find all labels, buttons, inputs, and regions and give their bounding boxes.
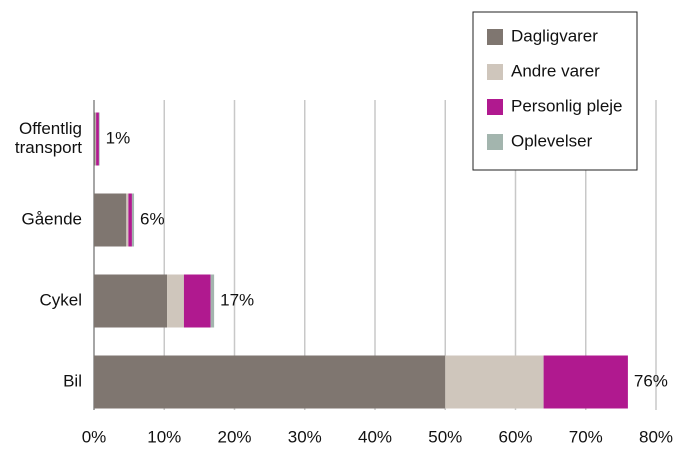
- legend: Dagligvarer Andre varer Personlig pleje Opl…: [472, 11, 638, 171]
- bar-segment: [126, 193, 129, 247]
- total-label: 76%: [634, 371, 668, 390]
- bar-segment: [94, 355, 446, 409]
- bar-segment: [128, 193, 132, 247]
- bar-segment: [96, 112, 99, 166]
- legend-swatch: [487, 99, 503, 115]
- bar-segment: [543, 355, 628, 409]
- x-tick-label: 0%: [82, 427, 107, 446]
- y-tick-label: Cykel: [39, 290, 82, 309]
- x-tick-label: 50%: [428, 427, 462, 446]
- legend-swatch: [487, 134, 503, 150]
- y-tick-label: Gående: [22, 209, 83, 228]
- y-tick-label: Bil: [63, 371, 82, 390]
- bar-segment: [210, 274, 215, 328]
- legend-label: Oplevelser: [511, 131, 593, 150]
- bar-segment: [98, 112, 100, 166]
- x-tick-label: 20%: [217, 427, 251, 446]
- bar-segment: [95, 112, 97, 166]
- total-label: 17%: [220, 290, 254, 309]
- bar-segment: [131, 193, 135, 247]
- x-tick-label: 60%: [498, 427, 532, 446]
- bar-segment: [445, 355, 544, 409]
- legend-label: Dagligvarer: [511, 26, 598, 45]
- total-label: 1%: [106, 128, 131, 147]
- bar-segment: [183, 274, 211, 328]
- x-tick-label: 40%: [358, 427, 392, 446]
- legend-swatch: [487, 29, 503, 45]
- legend-label: Personlig pleje: [511, 96, 623, 115]
- bar-segment: [94, 274, 168, 328]
- total-label: 6%: [140, 209, 165, 228]
- bar-segment: [167, 274, 184, 328]
- bar-segment: [94, 193, 127, 247]
- x-tick-label: 10%: [147, 427, 181, 446]
- x-tick-label: 30%: [288, 427, 322, 446]
- x-tick-label: 70%: [569, 427, 603, 446]
- legend-swatch: [487, 64, 503, 80]
- legend-label: Andre varer: [511, 61, 600, 80]
- y-tick-label: Offentlig: [19, 119, 82, 138]
- bar-segment: [94, 112, 96, 166]
- y-tick-label: transport: [15, 138, 82, 157]
- x-tick-label: 80%: [639, 427, 673, 446]
